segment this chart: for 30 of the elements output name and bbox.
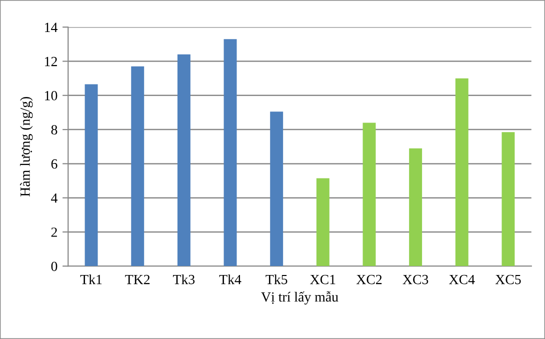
bar bbox=[316, 178, 330, 266]
bar bbox=[177, 54, 190, 266]
x-tick-label: XC5 bbox=[495, 274, 521, 284]
x-tick-label: Tk4 bbox=[219, 274, 242, 284]
y-tick-label: 12 bbox=[45, 56, 57, 66]
bar bbox=[502, 132, 515, 266]
x-tick-label: Tk5 bbox=[266, 274, 288, 284]
x-tick-label: XC4 bbox=[449, 274, 475, 284]
x-tick-label: TK2 bbox=[125, 274, 150, 284]
x-tick-label: XC3 bbox=[402, 274, 428, 284]
x-tick-label: Tk3 bbox=[173, 274, 195, 284]
y-tick-label: 6 bbox=[51, 159, 58, 169]
bar bbox=[455, 78, 468, 266]
y-tick-label: 10 bbox=[45, 90, 58, 100]
y-tick-label: 14 bbox=[45, 22, 58, 32]
bar bbox=[131, 66, 144, 266]
bar bbox=[362, 122, 376, 266]
x-tick-label: Tk1 bbox=[80, 274, 102, 284]
y-tick-label: 2 bbox=[51, 228, 57, 237]
y-tick-label: 4 bbox=[51, 194, 58, 203]
x-axis-title: Vị trí lấy mẫu bbox=[261, 291, 338, 305]
bar bbox=[270, 112, 284, 266]
y-axis-title: Hàm lượng (ng/g) bbox=[20, 96, 33, 196]
y-tick-label: 8 bbox=[51, 125, 58, 134]
bar bbox=[409, 148, 422, 266]
bar bbox=[84, 84, 98, 266]
x-tick-label: XC2 bbox=[356, 274, 382, 284]
bar bbox=[224, 39, 237, 266]
x-tick-label: XC1 bbox=[310, 274, 336, 284]
y-tick-label: 0 bbox=[51, 262, 58, 272]
